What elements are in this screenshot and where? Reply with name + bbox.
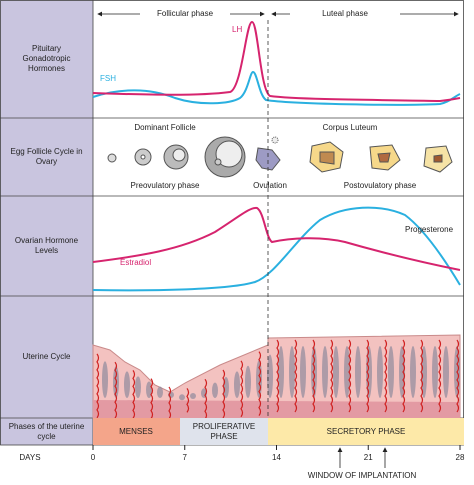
artery [294,339,298,413]
artery [150,378,154,420]
row-label: Pituitary Gonadotropic Hormones [22,44,71,73]
artery [96,353,100,419]
gland [344,346,350,398]
corpus-luteum: Corpus Luteum [323,123,378,132]
proliferative: PROLIFERATIVE PHASE [193,422,256,441]
basal-layer [93,400,460,418]
gland [190,392,196,399]
artery [456,339,460,413]
artery [420,339,424,413]
progesterone-label: Progesterone [405,225,454,234]
artery [276,339,280,413]
row-label: Phases of the uterine cycle [8,421,85,441]
artery [312,339,316,413]
day-tick-label: 28 [456,453,465,462]
day-tick-label: 21 [364,453,373,462]
artery [402,339,406,413]
row-label: Egg Follicle Cycle in Ovary [10,147,83,166]
artery [438,339,442,413]
gland [102,361,108,398]
gland [245,365,251,399]
row-label: Uterine Cycle [22,352,71,361]
gland [146,381,152,399]
secretory-box [268,418,464,445]
gland [157,386,163,398]
artery [330,339,334,413]
gland [333,346,339,398]
luteal-phase: Luteal phase [322,9,368,18]
dominant-follicle: Dominant Follicle [134,123,196,132]
gland [432,346,438,398]
artery [366,339,370,413]
artery [258,351,262,416]
menses: MENSES [119,427,153,436]
gland [388,346,394,398]
gland [234,371,240,399]
day-tick-label: 0 [91,453,96,462]
gland [267,354,273,399]
artery [168,386,172,420]
lh-curve [92,20,461,103]
artery [132,370,136,419]
day-tick-label: 14 [272,453,281,462]
estradiol-curve [92,206,461,271]
gland [124,371,130,398]
ovulation: Ovulation [253,181,287,190]
preovulatory: Preovulatory phase [131,181,200,190]
label-column [0,0,93,445]
follicular-phase: Follicular phase [157,9,214,18]
gland [212,382,218,399]
gland [311,346,317,398]
gland [410,346,416,398]
secretory: SECRETORY PHASE [327,427,406,436]
window-label: WINDOW OF IMPLANTATION [308,471,417,480]
fsh-curve [92,70,461,106]
menses-box [93,418,180,445]
artery [240,360,244,418]
gland [366,346,372,398]
gland [377,346,383,398]
gland [179,394,185,401]
fsh-label: FSH [100,74,116,83]
artery [186,388,190,413]
gland [289,346,295,398]
row-label: Ovarian Hormone Levels [14,236,79,255]
postovulatory: Postovulatory phase [344,181,417,190]
gland [322,346,328,398]
estradiol-label: Estradiol [120,258,151,267]
artery [204,378,208,420]
artery [114,361,118,419]
follicles [107,136,453,178]
lh-label: LH [232,25,242,34]
artery [222,369,226,419]
artery [348,339,352,413]
day-tick-label: 7 [183,453,188,462]
gland [443,346,449,398]
days-label: DAYS [19,453,40,462]
gland [399,346,405,398]
tissue-details [96,339,460,420]
gland [278,346,284,398]
gland [300,346,306,398]
gland [355,346,361,398]
gland [135,376,141,398]
proliferative-box [180,418,268,445]
progesterone-curve [92,206,461,292]
artery [384,339,388,413]
